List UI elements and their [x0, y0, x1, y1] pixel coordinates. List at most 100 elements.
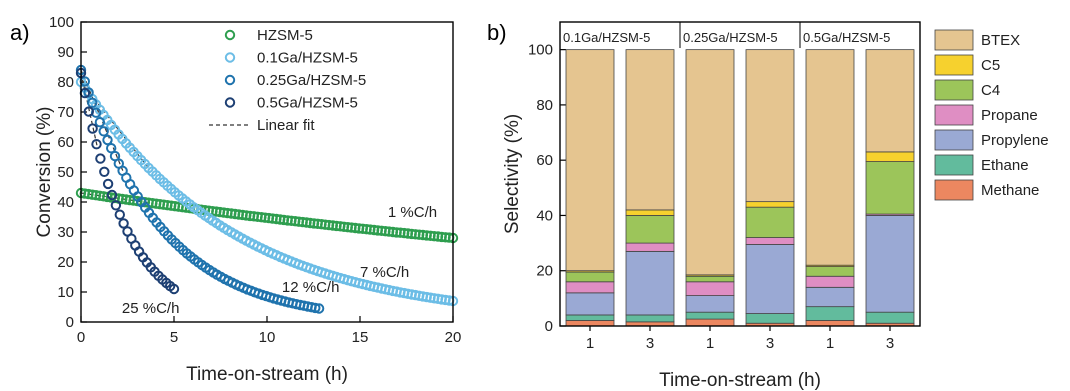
selectivity-chart: b) 0 20 40 60 80 100 1 3 1 3 1 3 0.1Ga/HZSM-5 0.25Ga…: [487, 20, 1049, 391]
bar-segment-Propylene: [685, 295, 735, 313]
y-tick-label-b: 100: [528, 42, 553, 59]
data-point: [106, 189, 118, 201]
legend-swatch: [934, 79, 974, 101]
data-point: [310, 302, 321, 314]
bar-segment-Ethane: [805, 306, 855, 321]
bar-segment-BTEX: [805, 49, 855, 266]
x-tick-label-b: 1: [706, 335, 714, 352]
legend-entry: BTEX: [981, 32, 1020, 49]
data-point: [91, 139, 102, 150]
legend-marker: [224, 29, 236, 41]
legend-entry: Propylene: [981, 132, 1049, 149]
bar-segment-C5: [625, 209, 675, 216]
legend-marker: [224, 97, 236, 108]
data-point: [313, 303, 325, 314]
linear-fit-line: [80, 69, 125, 174]
legend-entry: Methane: [981, 182, 1039, 199]
x-axis-label-a: Time-on-stream (h): [186, 364, 348, 385]
bar-stack: [865, 49, 915, 327]
legend-swatch: [934, 154, 974, 176]
bar-stack: [685, 49, 735, 327]
legend-swatch: [934, 54, 974, 76]
x-tick-label-b: 1: [826, 335, 834, 352]
bar-segment-C4: [685, 275, 735, 283]
bar-segment-Ethane: [745, 313, 795, 324]
data-point: [118, 218, 129, 229]
bar-segment-Propane: [625, 242, 675, 252]
bar-segment-Ethane: [565, 314, 615, 321]
y-axis-label-b: Selectivity (%): [502, 114, 523, 234]
x-tick-label-a: 15: [352, 329, 369, 346]
data-point: [87, 97, 98, 109]
bar-segment-Propylene: [805, 286, 855, 308]
bar-stack: [565, 49, 615, 327]
data-point: [110, 200, 122, 211]
x-tick-label-b: 1: [586, 335, 594, 352]
panel-label-a: a): [10, 20, 30, 45]
y-tick-label-a: 10: [57, 284, 74, 301]
data-point: [168, 283, 180, 295]
legend-swatch: [934, 104, 974, 126]
legend-entry: Ethane: [981, 157, 1029, 174]
bar-segment-Propane: [565, 281, 615, 294]
y-tick-label-b: 40: [536, 207, 553, 224]
bar-segment-C4: [625, 215, 675, 244]
data-point: [83, 106, 95, 117]
data-point: [114, 209, 126, 220]
series-0.1Ga/HZSM-5: [75, 76, 459, 307]
bar-stack: [745, 49, 795, 327]
x-tick-label-a: 20: [445, 329, 462, 346]
y-tick-label-a: 80: [57, 74, 74, 91]
x-tick-label-b: 3: [766, 335, 774, 352]
bar-segment-Propylene: [745, 244, 795, 314]
legend-swatch: [934, 29, 974, 51]
data-point: [87, 123, 98, 134]
bar-segment-BTEX: [685, 49, 735, 276]
y-tick-label-a: 90: [57, 44, 74, 61]
x-tick-label-b: 3: [646, 335, 654, 352]
y-tick-label-a: 0: [66, 314, 74, 331]
bar-segment-Methane: [805, 320, 855, 327]
x-tick-label-a: 5: [170, 329, 178, 346]
y-tick-label-a: 60: [57, 134, 74, 151]
data-point: [99, 166, 110, 178]
bar-segment-Methane: [565, 320, 615, 327]
bar-segment-BTEX: [745, 49, 795, 203]
legend-entry: HZSM-5: [257, 27, 313, 44]
legend-entry: 0.25Ga/HZSM-5: [257, 72, 366, 89]
legend-entry: 0.5Ga/HZSM-5: [257, 95, 358, 112]
data-point: [102, 134, 113, 146]
legend-entry: 0.1Ga/HZSM-5: [257, 50, 358, 67]
legend-swatch: [934, 129, 974, 151]
y-tick-label-b: 20: [536, 263, 553, 280]
bar-segment-Propane: [805, 275, 855, 288]
series-0.5Ga/HZSM-5: [75, 67, 180, 295]
group-label: 0.5Ga/HZSM-5: [803, 30, 890, 45]
plot-frame-a: [80, 21, 454, 323]
legend-entry: C4: [981, 82, 1000, 99]
bar-segment-Ethane: [685, 311, 735, 320]
bar-segment-C4: [565, 271, 615, 283]
bar-segment-BTEX: [865, 49, 915, 153]
y-tick-label-a: 40: [57, 194, 74, 211]
bar-stack: [625, 49, 675, 327]
conversion-chart: a) 0 5 10 15 20 0 10 20 30 40 50 60 70 80 90 100 1 %C/h…: [10, 14, 461, 385]
y-tick-label-b: 60: [536, 152, 553, 169]
bar-segment-C4: [805, 266, 855, 277]
y-tick-label-a: 50: [57, 164, 74, 181]
bar-segment-BTEX: [565, 49, 615, 272]
bar-segment-BTEX: [625, 49, 675, 211]
bar-segment-Methane: [685, 318, 735, 327]
linear-fit-line: [80, 72, 99, 150]
data-point: [102, 178, 114, 190]
legend-marker: [224, 74, 236, 86]
legend-swatch: [934, 179, 974, 201]
legend-entry-fit: Linear fit: [257, 117, 315, 134]
y-tick-label-a: 100: [49, 14, 74, 31]
y-tick-label-b: 80: [536, 97, 553, 114]
plot-frame-b: [559, 21, 921, 327]
bar-segment-Propylene: [625, 250, 675, 316]
group-label: 0.25Ga/HZSM-5: [683, 30, 778, 45]
rate-annotation: 7 %C/h: [360, 264, 409, 281]
